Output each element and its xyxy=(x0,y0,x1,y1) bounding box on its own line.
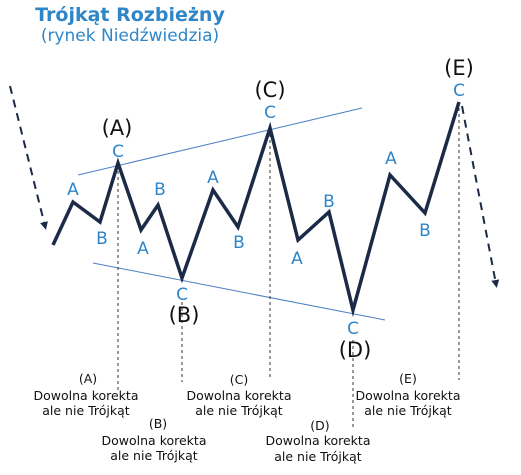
note-tag: (E) xyxy=(399,371,417,386)
wave-label: B xyxy=(323,192,335,212)
note-tag: (D) xyxy=(310,418,329,433)
point-label-a: (A) xyxy=(102,116,133,140)
wave-label: B xyxy=(96,229,108,249)
note-a: (A) Dowolna korekta ale nie Trójkąt xyxy=(34,371,139,418)
note-line: ale nie Trójkąt xyxy=(42,403,130,418)
wave-label: C xyxy=(176,285,188,305)
wave-path xyxy=(51,101,461,317)
wave-label: C xyxy=(264,103,276,123)
outgoing-trend-arrow xyxy=(461,105,500,288)
wave-label: C xyxy=(347,319,359,339)
note-tag: (B) xyxy=(149,416,167,431)
note-line: Dowolna korekta xyxy=(187,388,292,403)
wave-label: A xyxy=(385,149,397,169)
note-line: Dowolna korekta xyxy=(356,388,461,403)
note-line: Dowolna korekta xyxy=(266,433,371,448)
note-e: (E) Dowolna korekta ale nie Trójkąt xyxy=(356,371,461,418)
note-c: (C) Dowolna korekta ale nie Trójkąt xyxy=(187,372,292,418)
point-label-e: (E) xyxy=(444,56,474,80)
lower-trendline xyxy=(92,262,386,321)
note-b: (B) Dowolna korekta ale nie Trójkąt xyxy=(102,416,207,463)
note-line: ale nie Trójkąt xyxy=(274,449,362,464)
diagram-title: Trójkąt Rozbieżny xyxy=(35,4,225,26)
wave-label: A xyxy=(207,168,219,188)
wave-label: A xyxy=(137,239,149,259)
note-line: Dowolna korekta xyxy=(102,433,207,448)
incoming-trend-arrow xyxy=(9,85,48,230)
wave-label: C xyxy=(453,81,465,101)
wave-label: A xyxy=(67,180,79,200)
diagram-subtitle: (rynek Niedźwiedzia) xyxy=(41,26,219,46)
wave-label: C xyxy=(112,142,124,162)
note-tag: (C) xyxy=(230,372,248,387)
wave-label: B xyxy=(419,221,431,241)
upper-trendline xyxy=(77,107,363,176)
note-tag: (A) xyxy=(79,371,97,386)
note-line: Dowolna korekta xyxy=(34,388,139,403)
note-d: (D) Dowolna korekta ale nie Trójkąt xyxy=(266,418,371,464)
note-line: ale nie Trójkąt xyxy=(364,403,452,418)
point-label-b: (B) xyxy=(169,303,200,327)
point-label-c: (C) xyxy=(254,78,285,102)
note-line: ale nie Trójkąt xyxy=(195,403,283,418)
wave-label: B xyxy=(233,233,245,253)
point-label-d: (D) xyxy=(339,338,372,362)
note-line: ale nie Trójkąt xyxy=(110,448,198,463)
wave-label: A xyxy=(291,249,303,269)
wave-label: B xyxy=(154,180,166,200)
